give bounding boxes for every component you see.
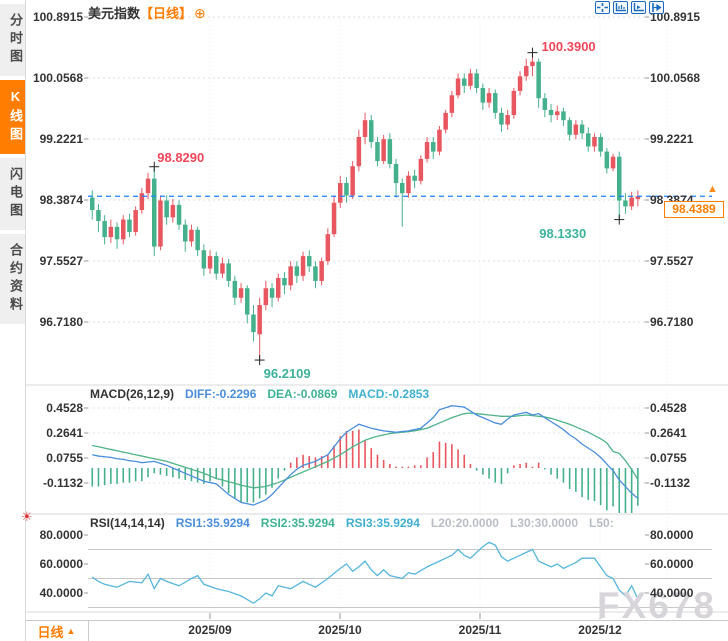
- axis-label: 0.2641: [46, 426, 83, 440]
- annotation-high2: 100.3900: [541, 38, 596, 54]
- indicator-settings-sun-icon[interactable]: ☀: [21, 509, 33, 524]
- macd-macd-value: MACD:-0.2853: [348, 387, 430, 401]
- axis-label: 99.2221: [39, 132, 83, 146]
- axis-label: 40.0000: [39, 586, 83, 600]
- rsi-l20-value: L20:20.0000: [430, 516, 499, 530]
- chart-toolbar: [595, 1, 664, 14]
- macd-name: MACD(26,12,9): [90, 387, 175, 401]
- axis-label: 100.0568: [32, 71, 83, 85]
- month-label: 2025/09: [188, 623, 232, 637]
- rsi-header: RSI(14,14,14) RSI1:35.9294 RSI2:35.9294 …: [90, 516, 614, 530]
- sidebar-tab-kline[interactable]: K线图: [0, 80, 25, 154]
- crosshair-icon[interactable]: [595, 1, 610, 14]
- period-expand-icon: ▲: [66, 626, 76, 636]
- axis-label: 80.0000: [650, 528, 694, 542]
- period-label: 【日线】: [140, 6, 193, 21]
- axis-label: 0.2641: [650, 426, 687, 440]
- axis-label: 96.7180: [650, 315, 694, 329]
- rsi-l30-value: L30:30.0000: [509, 516, 579, 530]
- rsi3-value: RSI3:35.9294: [345, 516, 420, 530]
- axis-label: -0.1132: [42, 475, 83, 490]
- axis-label: 60.0000: [650, 557, 694, 571]
- annotation-low1: 96.2109: [263, 366, 311, 382]
- sidebar: 分时图 K线图 闪电图 合约资料: [0, 0, 26, 641]
- axis-label: 80.0000: [39, 528, 83, 542]
- rsi2-value: RSI2:35.9294: [260, 516, 335, 530]
- axis-label: 0.4528: [650, 401, 687, 415]
- last-price-tag: 98.4389: [664, 201, 724, 218]
- axis-label: 100.0568: [650, 71, 701, 85]
- annotation-low2: 98.1330: [539, 225, 587, 241]
- chart-title: 美元指数【日线】 ⊕: [88, 3, 206, 22]
- macd-diff-value: DIFF:-0.2296: [185, 387, 257, 401]
- macd-dea-value: DEA:-0.0869: [267, 387, 338, 401]
- add-indicator-icon[interactable]: ⊕: [194, 5, 206, 21]
- axis-label: 96.7180: [39, 315, 83, 329]
- zoom-axis-play-icon[interactable]: [631, 1, 646, 14]
- axis-label: 97.5527: [650, 254, 694, 268]
- watermark: FX678: [597, 585, 717, 626]
- sidebar-tab-timeshare[interactable]: 分时图: [0, 4, 25, 76]
- annotation-high1: 98.8290: [157, 149, 205, 165]
- month-label: 2025/10: [318, 623, 362, 637]
- period-tab-label: 日线: [37, 624, 64, 640]
- sidebar-tab-lightning[interactable]: 闪电图: [0, 158, 25, 230]
- rsi-l50-value: L50:: [589, 516, 614, 530]
- xaxis-bar: [25, 620, 728, 641]
- rsi-name: RSI(14,14,14): [90, 516, 165, 530]
- rsi1-value: RSI1:35.9294: [175, 516, 250, 530]
- axis-label: 60.0000: [39, 557, 83, 571]
- month-label: 2025/12: [578, 623, 622, 637]
- pan-right-icon[interactable]: [649, 1, 664, 14]
- axis-label: -0.1132: [650, 475, 691, 490]
- price-up-arrow-icon: ▲: [707, 183, 718, 195]
- zoom-axis-in-icon[interactable]: [613, 1, 628, 14]
- axis-label: 0.0755: [46, 450, 83, 465]
- macd-header: MACD(26,12,9) DIFF:-0.2296 DEA:-0.0869 M…: [90, 387, 429, 401]
- axis-label: 99.2221: [650, 132, 694, 146]
- sidebar-tab-contract-info[interactable]: 合约资料: [0, 234, 25, 324]
- axis-label: 0.4528: [46, 401, 83, 415]
- symbol-name: 美元指数: [88, 6, 141, 21]
- axis-label: 40.0000: [650, 586, 694, 600]
- month-label: 2025/11: [458, 623, 502, 637]
- axis-label: 98.3874: [39, 193, 83, 207]
- axis-label: 97.5527: [39, 254, 83, 268]
- period-tab-daily[interactable]: 日线 ▲: [25, 621, 89, 641]
- axis-label: 0.0755: [650, 450, 687, 465]
- axis-label: 100.8915: [32, 10, 83, 24]
